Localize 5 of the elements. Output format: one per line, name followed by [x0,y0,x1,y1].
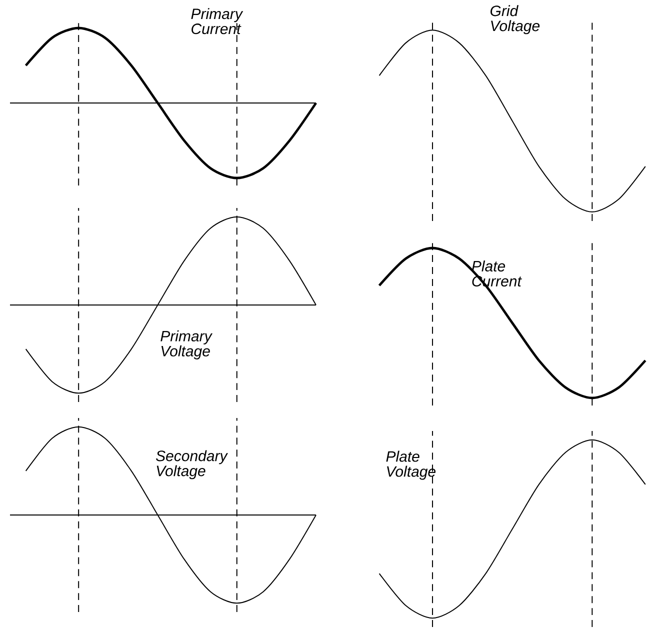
annotation: Grid Voltage [490,5,540,34]
annotation: Primary Current [191,8,244,34]
annotation: Plate Voltage [386,450,436,480]
annotation: Secondary Voltage [156,450,228,480]
annotation: Primary Voltage [160,330,213,360]
